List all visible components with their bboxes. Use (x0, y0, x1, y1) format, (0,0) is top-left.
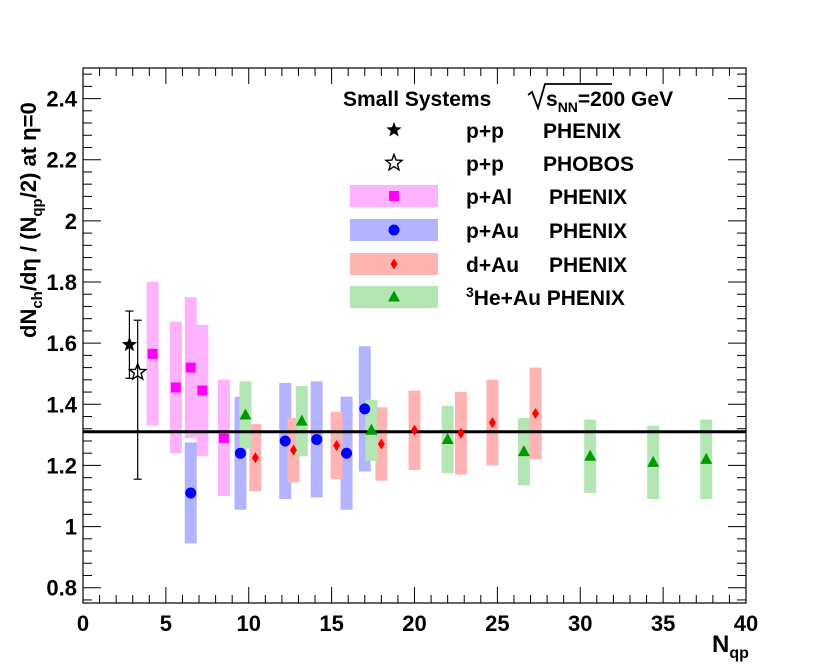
legend-marker-p-p-phenix (386, 122, 402, 137)
3he-au-phenix-point (647, 455, 660, 467)
legend-energy: sNN=200 GeV (546, 88, 673, 115)
sqrt-symbol (527, 83, 612, 111)
x-tick-label: 15 (319, 611, 343, 636)
p-al-phenix-point (218, 432, 229, 443)
legend-label-p-p-phenix: p+p PHENIX (466, 120, 621, 143)
3he-au-phenix-point (295, 414, 308, 426)
y-tick-label: 2.2 (46, 148, 77, 173)
x-tick-label: 30 (568, 611, 592, 636)
legend-marker-p-al-phenix (389, 191, 399, 201)
y-tick-label: 1.2 (46, 453, 77, 478)
uncertainty-bands (146, 282, 713, 544)
d-au-phenix-point (377, 438, 385, 450)
legend-label-p-al-phenix: p+Al PHENIX (466, 186, 627, 209)
3he-au-phenix-point (700, 452, 713, 464)
3he-au-phenix-point (365, 423, 378, 435)
data-markers (121, 336, 713, 499)
axis-titles: Nqp dNch/dη / (Nqp/2) at η=0 (16, 102, 749, 662)
p-au-phenix-point (279, 435, 291, 447)
d-au-phenix-point (411, 424, 418, 436)
3he-au-phenix-point (239, 408, 252, 420)
p-au-phenix-point (341, 447, 353, 459)
legend-marker-3he-au-phenix (388, 290, 400, 302)
x-tick-label: 20 (402, 611, 426, 636)
d-au-phenix-point (251, 452, 259, 464)
d-au-phenix-point (333, 440, 341, 452)
p-al-phenix-point (170, 382, 181, 393)
3he-au-phenix-point (517, 445, 530, 457)
legend-label-d-au-phenix: d+Au PHENIX (466, 254, 627, 277)
legend: Small Systems sNN=200 GeV p+p PHENIX p+p PHOB… (343, 83, 673, 310)
p-au-phenix-point (185, 487, 197, 499)
3he-au-phenix-point (441, 432, 454, 444)
p-al-phenix-point (185, 362, 196, 373)
legend-label-p-au-phenix: p+Au PHENIX (466, 220, 627, 243)
d-au-phenix-point (488, 417, 496, 429)
p-au-phenix-point (359, 403, 371, 415)
x-tick-label: 35 (651, 611, 675, 636)
d-au-phenix-point (290, 444, 298, 456)
3he-au-phenix-point (584, 449, 597, 461)
y-axis-title: dNch/dη / (Nqp/2) at η=0 (16, 102, 46, 338)
p-au-phenix-point (234, 447, 246, 459)
y-tick-label: 1.8 (46, 270, 77, 295)
legend-title: Small Systems (343, 88, 491, 111)
y-tick-label: 1.6 (46, 331, 77, 356)
y-tick-label: 0.8 (46, 576, 77, 601)
y-tick-label: 2 (65, 209, 77, 234)
legend-label-3he-au-phenix: 3He+Au PHENIX (466, 284, 625, 310)
x-tick-label: 10 (237, 611, 261, 636)
y-tick-label: 2.4 (46, 87, 77, 112)
legend-marker-p-p-phobos (384, 152, 404, 172)
x-tick-label: 40 (734, 611, 758, 636)
legend-marker-p-au-phenix (388, 224, 400, 236)
d-au-phenix-point (531, 407, 539, 419)
x-tick-label: 25 (485, 611, 509, 636)
y-tick-label: 1 (65, 515, 77, 540)
p-al-phenix-point (197, 385, 208, 396)
p-al-phenix-point (147, 348, 158, 359)
p-p-phobos-point (127, 361, 148, 381)
x-tick-label: 0 (77, 611, 89, 636)
axes: 0 5 10 15 20 25 30 35 40 0.8 1 1.2 1.4 1.6 1.8 2 2.2 2.4 (46, 67, 758, 636)
x-axis-title: Nqp (712, 631, 749, 662)
x-tick-label: 5 (160, 611, 172, 636)
y-tick-label: 1.4 (46, 392, 77, 417)
legend-marker-d-au-phenix (390, 258, 398, 270)
legend-label-p-p-phobos: p+p PHOBOS (466, 153, 634, 176)
p-p-phenix-point (121, 336, 138, 352)
p-au-phenix-point (311, 433, 323, 445)
d-au-phenix-point (457, 427, 465, 439)
